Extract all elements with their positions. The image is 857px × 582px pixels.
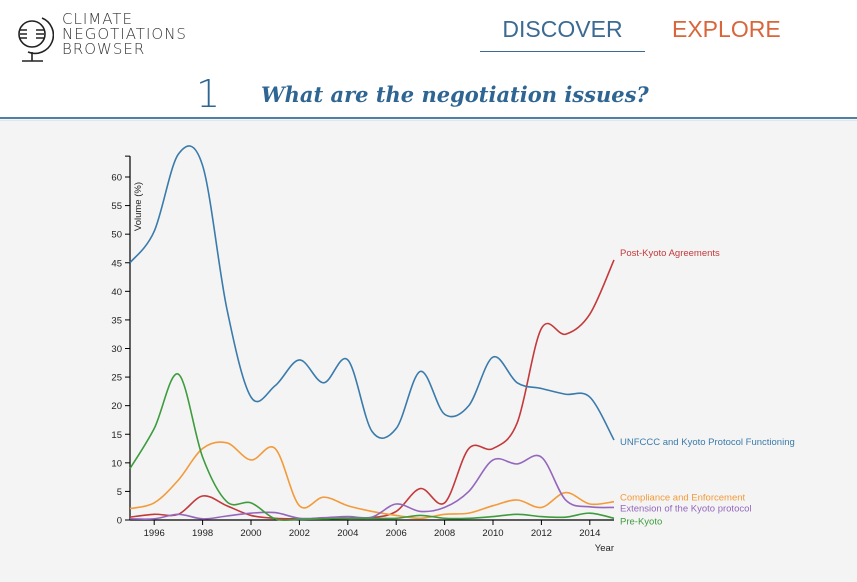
nav-discover-tab[interactable]: DISCOVER <box>480 16 645 52</box>
page-header: CLIMATE NEGOTIATIONS BROWSER DISCOVER EX… <box>0 0 857 121</box>
y-tick-label: 60 <box>111 173 122 184</box>
x-tick-label: 2014 <box>579 528 600 539</box>
y-axis: 0 5 10 15 20 25 30 35 40 45 50 55 60 <box>111 155 131 527</box>
app-logo[interactable]: CLIMATE NEGOTIATIONS BROWSER <box>14 12 187 64</box>
series-line-post-kyoto-agreements[interactable] <box>129 259 615 520</box>
y-tick-label: 0 <box>117 516 122 527</box>
series-line-pre-kyoto[interactable] <box>129 373 615 522</box>
x-axis-title: Year <box>595 543 614 554</box>
nav-explore-tab[interactable]: EXPLORE <box>672 16 781 42</box>
header-divider <box>0 117 857 119</box>
y-tick-label: 35 <box>111 315 122 326</box>
series-line-unfccc-and-kyoto-protocol-functioning[interactable] <box>129 145 615 441</box>
y-tick-label: 25 <box>111 373 122 384</box>
x-tick-label: 2010 <box>482 528 503 539</box>
y-axis-title: Volume (%) <box>133 182 144 231</box>
x-tick-label: 2008 <box>434 528 455 539</box>
section-number: 1 <box>196 72 221 116</box>
x-tick-label: 2012 <box>531 528 552 539</box>
series-lines <box>129 145 615 522</box>
series-label: Pre-Kyoto <box>620 516 662 527</box>
microphone-globe-icon <box>18 17 54 62</box>
logo-line-3: BROWSER <box>62 40 146 58</box>
y-tick-label: 5 <box>117 487 122 498</box>
series-label: Compliance and Enforcement <box>620 493 746 504</box>
x-axis: 1996 1998 2000 2002 2004 2006 2008 2010 2012 2014 <box>130 519 614 539</box>
y-tick-label: 50 <box>111 230 122 241</box>
y-tick-label: 40 <box>111 287 122 298</box>
y-tick-label: 20 <box>111 401 122 412</box>
series-labels: Post-Kyoto Agreements UNFCCC and Kyoto Pr… <box>620 248 795 527</box>
x-tick-label: 2004 <box>337 528 358 539</box>
y-tick-label: 10 <box>111 458 122 469</box>
series-label: UNFCCC and Kyoto Protocol Functioning <box>620 437 795 448</box>
y-tick-label: 45 <box>111 258 122 269</box>
y-tick-label: 15 <box>111 430 122 441</box>
series-label: Post-Kyoto Agreements <box>620 248 720 259</box>
header-divider-light <box>0 120 857 121</box>
x-tick-label: 2002 <box>289 528 310 539</box>
x-tick-label: 2000 <box>240 528 261 539</box>
series-line-compliance-and-enforcement[interactable] <box>129 441 615 520</box>
section-question: What are the negotiation issues? <box>261 82 649 107</box>
logo-line-2: NEGOTIATIONS <box>62 25 187 43</box>
series-line-extension-of-the-kyoto-protocol[interactable] <box>129 454 615 520</box>
logo-line-1: CLIMATE <box>62 10 133 28</box>
series-label: Extension of the Kyoto protocol <box>620 503 752 514</box>
y-tick-label: 55 <box>111 201 122 212</box>
x-tick-label: 2006 <box>386 528 407 539</box>
y-tick-label: 30 <box>111 344 122 355</box>
app-title: CLIMATE NEGOTIATIONS BROWSER <box>62 12 187 57</box>
x-tick-label: 1996 <box>144 528 165 539</box>
x-tick-label: 1998 <box>192 528 213 539</box>
